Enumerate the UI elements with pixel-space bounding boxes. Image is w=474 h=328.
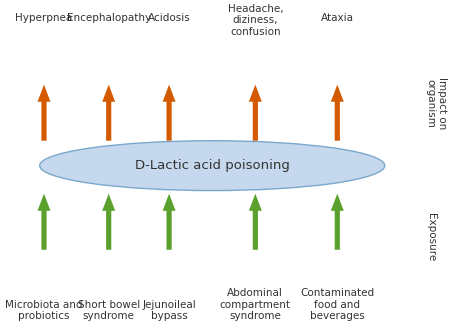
Polygon shape (37, 85, 50, 141)
Polygon shape (102, 85, 115, 141)
Text: Microbiota and
probiotics: Microbiota and probiotics (5, 300, 83, 321)
Text: Exposure: Exposure (426, 213, 436, 261)
Polygon shape (163, 194, 175, 250)
Text: Abdominal
compartment
syndrome: Abdominal compartment syndrome (220, 288, 291, 321)
Polygon shape (37, 194, 50, 250)
Text: Acidosis: Acidosis (148, 13, 191, 23)
Polygon shape (163, 85, 175, 141)
Polygon shape (249, 194, 262, 250)
Text: Ataxia: Ataxia (321, 13, 354, 23)
Polygon shape (102, 194, 115, 250)
Text: Contaminated
food and
beverages: Contaminated food and beverages (300, 288, 374, 321)
Text: Jejunoileal
bypass: Jejunoileal bypass (142, 300, 196, 321)
Text: Hyperpnea: Hyperpnea (15, 13, 73, 23)
Text: Short bowel
syndrome: Short bowel syndrome (78, 300, 140, 321)
Polygon shape (249, 85, 262, 141)
Ellipse shape (40, 141, 385, 191)
Text: Headache,
diziness,
confusion: Headache, diziness, confusion (228, 4, 283, 37)
Polygon shape (331, 85, 344, 141)
Text: D-Lactic acid poisoning: D-Lactic acid poisoning (135, 159, 290, 172)
Text: Encephalopathy: Encephalopathy (67, 13, 151, 23)
Text: Impact on
organism: Impact on organism (426, 77, 447, 130)
Polygon shape (331, 194, 344, 250)
